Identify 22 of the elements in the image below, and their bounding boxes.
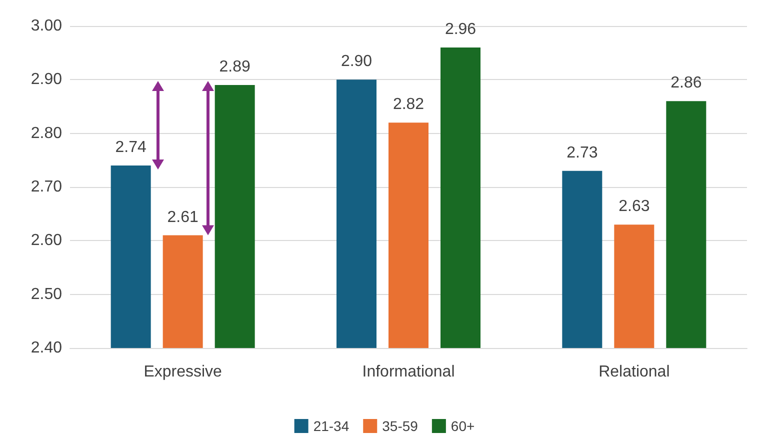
legend-label: 35-59 (382, 418, 418, 434)
y-tick-label: 2.60 (30, 232, 62, 250)
x-tick-label: Informational (362, 364, 455, 380)
y-tick-label: 2.80 (30, 124, 62, 142)
data-label: 2.86 (670, 74, 702, 92)
x-tick-label: Expressive (144, 364, 222, 380)
legend-label: 21-34 (313, 418, 350, 434)
data-label: 2.96 (444, 20, 476, 38)
y-tick-label: 2.70 (30, 178, 62, 196)
y-tick-label: 3.00 (30, 18, 62, 34)
y-tick-label: 2.40 (30, 340, 62, 356)
y-tick-label: 2.50 (30, 286, 62, 303)
data-label: 2.73 (566, 144, 598, 162)
data-label: 2.61 (167, 208, 199, 226)
legend-label: 60+ (450, 418, 475, 434)
data-label: 2.82 (392, 96, 424, 114)
data-label: 2.74 (115, 139, 147, 156)
x-tick-label: Relational (598, 364, 670, 380)
y-tick-label: 2.90 (30, 71, 62, 88)
data-label: 2.63 (618, 198, 650, 216)
data-label: 2.90 (340, 53, 372, 70)
data-label: 2.89 (219, 58, 251, 76)
